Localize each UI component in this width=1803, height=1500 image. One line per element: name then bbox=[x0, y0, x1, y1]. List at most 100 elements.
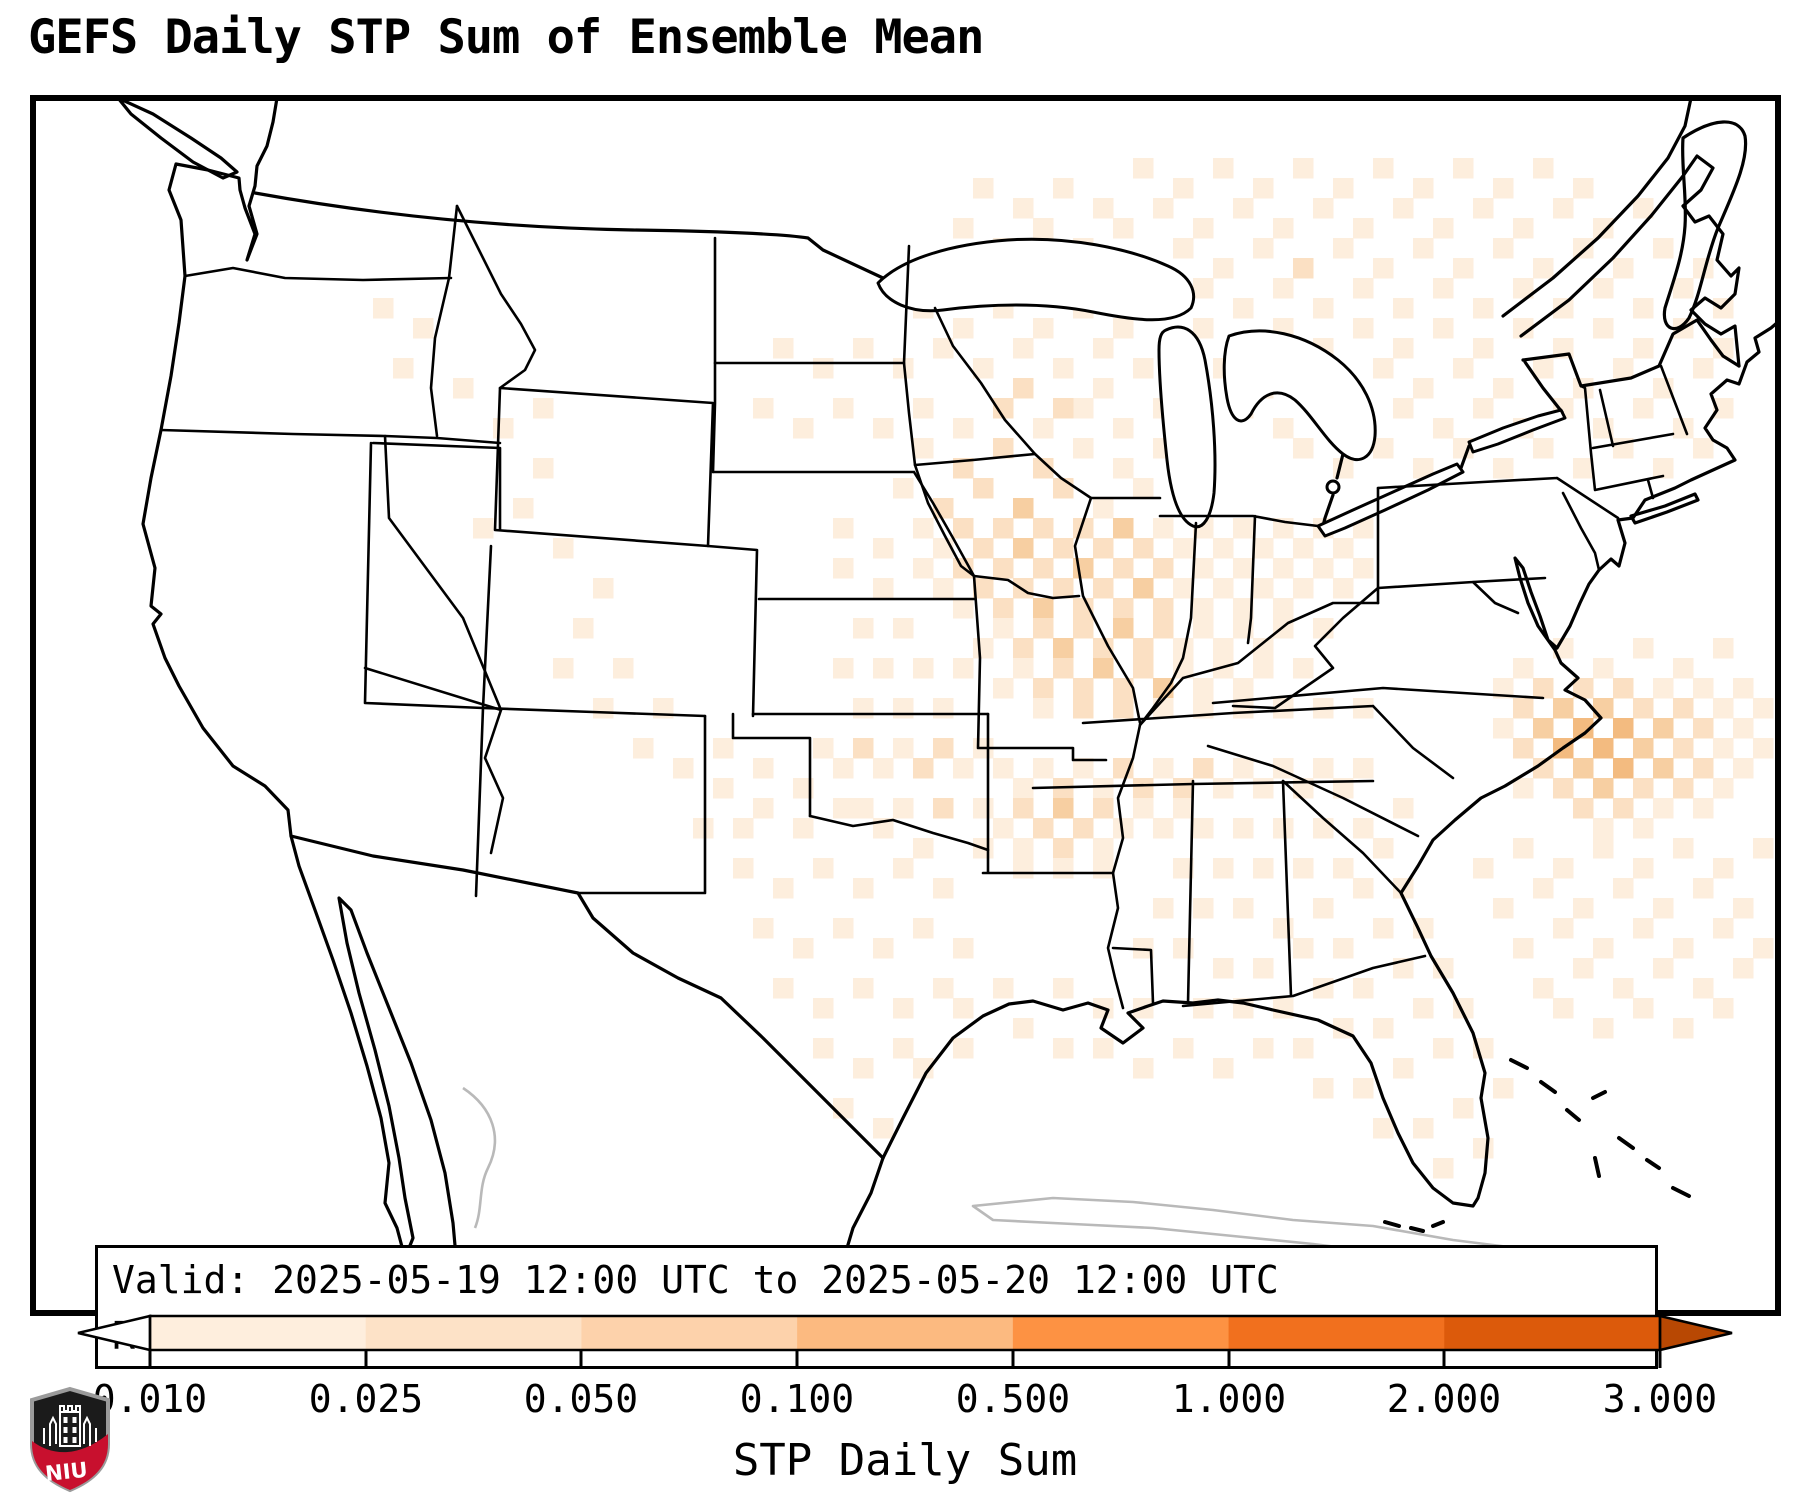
stp-grid-cell bbox=[1313, 818, 1334, 839]
stp-grid-cell bbox=[1493, 378, 1514, 399]
stp-grid-cell bbox=[1333, 778, 1354, 799]
stp-grid-cell bbox=[1413, 1118, 1434, 1139]
stp-grid-cell bbox=[1073, 558, 1094, 579]
stp-grid-cell bbox=[1153, 898, 1174, 919]
stp-grid-cell bbox=[1593, 938, 1614, 959]
stp-grid-cell bbox=[1693, 758, 1714, 779]
stp-grid-cell bbox=[1293, 158, 1314, 179]
stp-grid-cell bbox=[1253, 538, 1274, 559]
stp-grid-cell bbox=[873, 938, 894, 959]
stp-grid-cell bbox=[1593, 218, 1614, 239]
stp-grid-cell bbox=[1293, 438, 1314, 459]
stp-grid-cell bbox=[1213, 638, 1234, 659]
stp-grid-cell bbox=[1713, 858, 1734, 879]
stp-grid-cell bbox=[1553, 298, 1574, 319]
stp-grid-cell bbox=[1173, 238, 1194, 259]
stp-grid-cell bbox=[1253, 1038, 1274, 1059]
stp-grid-cell bbox=[1153, 598, 1174, 619]
stp-grid-cell bbox=[1373, 1018, 1394, 1039]
stp-grid-cell bbox=[1713, 638, 1734, 659]
stp-grid-cell bbox=[1633, 338, 1654, 359]
stp-grid-cell bbox=[1053, 978, 1074, 999]
stp-grid-cell bbox=[1413, 378, 1434, 399]
stp-grid-cell bbox=[1533, 158, 1554, 179]
stp-grid-cell bbox=[593, 698, 614, 719]
stp-grid-cell bbox=[1013, 798, 1034, 819]
stp-grid-cell bbox=[853, 738, 874, 759]
colorbar-axis-label: STP Daily Sum bbox=[733, 1435, 1077, 1486]
stp-grid-cell bbox=[1033, 418, 1054, 439]
stp-grid-cell bbox=[893, 478, 914, 499]
stp-grid-cell bbox=[813, 358, 834, 379]
colorbar-segments bbox=[150, 1316, 1661, 1350]
stp-grid-cell bbox=[1053, 358, 1074, 379]
valid-time-text: Valid: 2025-05-19 12:00 UTC to 2025-05-2… bbox=[112, 1258, 1279, 1302]
stp-grid-cell bbox=[1693, 978, 1714, 999]
stp-grid-cell bbox=[1193, 758, 1214, 779]
stp-grid-cell bbox=[813, 858, 834, 879]
tick-label-5: 1.000 bbox=[1172, 1377, 1286, 1421]
stp-grid-cell bbox=[1493, 898, 1514, 919]
stp-grid-cell bbox=[1353, 558, 1374, 579]
stp-grid-cell bbox=[1513, 318, 1534, 339]
stp-grid-cell bbox=[1573, 798, 1594, 819]
stp-grid-cell bbox=[1173, 658, 1194, 679]
stp-grid-cell bbox=[1053, 638, 1074, 659]
stp-grid-cell bbox=[1013, 338, 1034, 359]
stp-grid-cell bbox=[1033, 598, 1054, 619]
colorbar-outline bbox=[148, 1314, 1662, 1352]
stp-grid-cell bbox=[1573, 178, 1594, 199]
coastlines bbox=[116, 98, 1778, 1313]
stp-grid-cell bbox=[1613, 258, 1634, 279]
stp-grid-cell bbox=[1073, 698, 1094, 719]
stp-grid-cell bbox=[1053, 838, 1074, 859]
stp-grid-cell bbox=[1053, 858, 1074, 879]
stp-grid-cell bbox=[1653, 238, 1674, 259]
stp-grid-cell bbox=[893, 698, 914, 719]
stp-grid-cell bbox=[673, 758, 694, 779]
stp-grid-cell bbox=[1173, 638, 1194, 659]
stp-grid-cell bbox=[713, 778, 734, 799]
stp-grid-cell bbox=[853, 618, 874, 639]
stp-grid-cell bbox=[1253, 958, 1274, 979]
stp-grid-cell bbox=[953, 1038, 974, 1059]
stp-grid-cell bbox=[1033, 518, 1054, 539]
stp-grid-cell bbox=[1053, 178, 1074, 199]
tick-label-7: 3.000 bbox=[1603, 1377, 1717, 1421]
stp-grid-cell bbox=[1253, 238, 1274, 259]
stp-grid-cell bbox=[1673, 838, 1694, 859]
stp-grid-cell bbox=[1433, 1158, 1454, 1179]
stp-grid-cell bbox=[1013, 838, 1034, 859]
stp-grid-cell bbox=[1193, 318, 1214, 339]
stp-grid-cell bbox=[613, 658, 634, 679]
tick-label-2: 0.050 bbox=[524, 1377, 638, 1421]
stp-grid-cell bbox=[933, 698, 954, 719]
stp-grid-cell bbox=[1493, 178, 1514, 199]
stp-grid-cell bbox=[1393, 1058, 1414, 1079]
stp-grid-cell bbox=[1033, 818, 1054, 839]
stp-grid-cell bbox=[1013, 658, 1034, 679]
stp-grid-cell bbox=[1013, 498, 1034, 519]
stp-grid-cell bbox=[1373, 918, 1394, 939]
stp-grid-cell bbox=[933, 978, 954, 999]
stp-grid-cell bbox=[1753, 738, 1774, 759]
stp-grid-cell bbox=[1273, 558, 1294, 579]
stp-grid-cell bbox=[1013, 1018, 1034, 1039]
stp-grid-cell bbox=[1133, 778, 1154, 799]
stp-grid-cell bbox=[1473, 198, 1494, 219]
stp-grid-cell bbox=[1273, 218, 1294, 239]
map-frame: Valid: 2025-05-19 12:00 UTC to 2025-05-2… bbox=[30, 95, 1781, 1369]
stp-grid-cell bbox=[1433, 218, 1454, 239]
stp-grid-cell bbox=[813, 998, 834, 1019]
stp-grid-cell bbox=[1353, 278, 1374, 299]
niu-logo-text: NIU bbox=[44, 1458, 89, 1486]
stp-grid-cell bbox=[1093, 538, 1114, 559]
stp-grid-cell bbox=[1093, 578, 1114, 599]
stp-grid-cell bbox=[793, 778, 814, 799]
tick-label-1: 0.025 bbox=[309, 1377, 423, 1421]
stp-grid-cell bbox=[1273, 698, 1294, 719]
stp-grid-cell bbox=[1633, 738, 1654, 759]
stp-grid-cell bbox=[1513, 218, 1534, 239]
stp-grid-cell bbox=[1573, 898, 1594, 919]
stp-grid-cell bbox=[893, 738, 914, 759]
